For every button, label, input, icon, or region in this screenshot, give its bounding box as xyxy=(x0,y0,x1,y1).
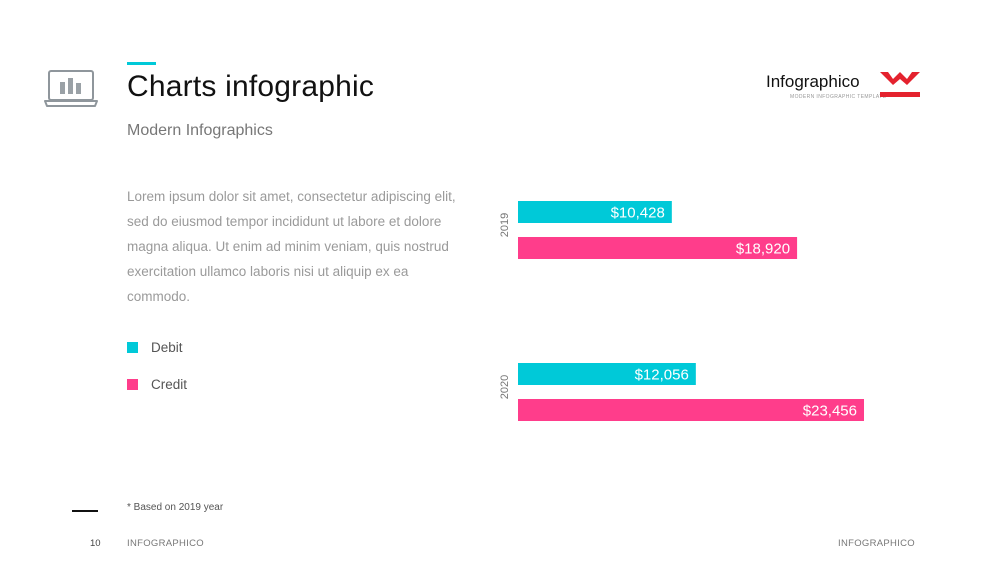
legend-label-debit: Debit xyxy=(151,339,183,355)
category-label-2019: 2019 xyxy=(499,213,511,237)
category-label-2020: 2020 xyxy=(499,375,511,399)
logo-mark-icon xyxy=(880,72,920,97)
footer-brand-right: INFOGRAPHICO xyxy=(838,538,915,549)
logo-tagline: MODERN INFOGRAPHIC TEMPLATE xyxy=(790,94,887,100)
legend-item-debit: Debit xyxy=(127,338,187,356)
description-paragraph: Lorem ipsum dolor sit amet, consectetur … xyxy=(127,189,456,304)
brand-logo: Infographico MODERN INFOGRAPHIC TEMPLATE xyxy=(766,68,926,104)
legend-swatch-debit xyxy=(127,341,138,353)
bar-credit-2020 xyxy=(518,399,864,421)
page-number: 10 xyxy=(90,538,101,549)
title-accent-line xyxy=(127,62,156,65)
bar-value-label-debit-2019: $10,428 xyxy=(611,205,665,222)
footnote-divider xyxy=(72,510,98,512)
footnote: * Based on 2019 year xyxy=(127,502,224,513)
legend-swatch-credit xyxy=(127,378,138,390)
bar-credit-2019 xyxy=(518,237,798,259)
legend-label-credit: Credit xyxy=(151,376,188,392)
page-subtitle: Modern Infographics xyxy=(127,122,273,139)
legend-item-credit: Credit xyxy=(127,375,187,393)
bar-debit-2019 xyxy=(518,201,672,223)
laptop-bar-chart-icon xyxy=(44,70,98,107)
horizontal-bar-chart: 2019 $10,428 $18,920 2020 $12,056 $23,456 xyxy=(499,201,864,421)
bar-value-label-credit-2019: $18,920 xyxy=(736,241,790,258)
bar-value-label-debit-2020: $12,056 xyxy=(635,367,689,384)
chart-legend: Debit Credit xyxy=(127,338,187,412)
footer-brand-left: INFOGRAPHICO xyxy=(127,538,204,549)
bar-value-label-credit-2020: $23,456 xyxy=(803,403,857,420)
page-title: Charts infographic xyxy=(127,70,375,103)
bar-debit-2020 xyxy=(518,363,696,385)
logo-text: Infographico xyxy=(766,72,860,91)
